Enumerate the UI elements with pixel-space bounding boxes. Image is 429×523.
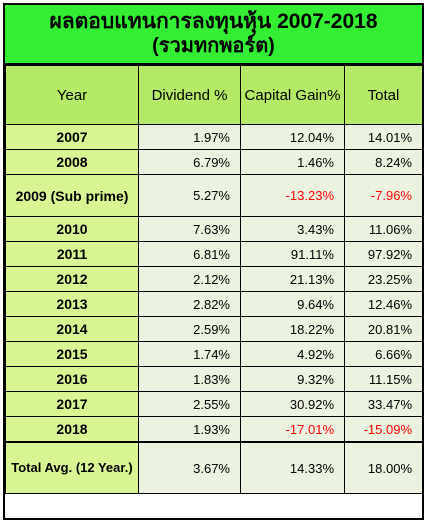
year-cell: 2013 (5, 291, 139, 317)
table-row: 2009 (Sub prime) 5.27% -13.23% -7.96% (5, 174, 423, 217)
table-row: 2011 6.81% 91.11% 97.92% (5, 241, 423, 267)
year-cell: 2008 (5, 149, 139, 175)
year-cell: 2011 (5, 241, 139, 267)
capital-gain-cell: -13.23% (240, 174, 345, 217)
total-cell: 12.46% (344, 291, 423, 317)
title-line-2: (รวมทกพอร์ต) (152, 35, 275, 57)
dividend-cell: 1.74% (138, 341, 241, 367)
capital-gain-cell: 91.11% (240, 241, 345, 267)
table-row: 2012 2.12% 21.13% 23.25% (5, 266, 423, 292)
total-cell: 8.24% (344, 149, 423, 175)
header-capital-gain: Capital Gain% (240, 65, 345, 125)
dividend-cell: 6.81% (138, 241, 241, 267)
table-body: 2007 1.97% 12.04% 14.01% 2008 6.79% 1.46% 8.24%… (5, 124, 423, 494)
total-cell: 11.06% (344, 216, 423, 242)
dividend-cell: 2.59% (138, 316, 241, 342)
header-row: Year Dividend % Capital Gain% Total (5, 65, 423, 125)
dividend-cell: 1.93% (138, 416, 241, 443)
dividend-cell: 1.97% (138, 124, 241, 150)
header-total: Total (344, 65, 423, 125)
total-cell: 20.81% (344, 316, 423, 342)
year-cell: 2009 (Sub prime) (5, 174, 139, 217)
summary-total-cell: 18.00% (344, 441, 423, 494)
table-row: 2013 2.82% 9.64% 12.46% (5, 291, 423, 317)
capital-gain-cell: 1.46% (240, 149, 345, 175)
total-cell: 11.15% (344, 366, 423, 392)
total-cell: 14.01% (344, 124, 423, 150)
year-cell: 2017 (5, 391, 139, 417)
total-cell: 23.25% (344, 266, 423, 292)
capital-gain-cell: 3.43% (240, 216, 345, 242)
table-title: ผลตอบแทนการลงทุนหุ้น 2007-2018 (รวมทกพอร… (5, 5, 422, 65)
table-row: 2007 1.97% 12.04% 14.01% (5, 124, 423, 150)
capital-gain-cell: 12.04% (240, 124, 345, 150)
summary-year-cell: Total Avg. (12 Year.) (5, 441, 139, 494)
total-cell: -15.09% (344, 416, 423, 443)
total-cell: 97.92% (344, 241, 423, 267)
year-cell: 2016 (5, 366, 139, 392)
capital-gain-cell: 9.32% (240, 366, 345, 392)
table-row: 2017 2.55% 30.92% 33.47% (5, 391, 423, 417)
returns-table: Year Dividend % Capital Gain% Total 2007… (5, 65, 423, 494)
dividend-cell: 7.63% (138, 216, 241, 242)
capital-gain-cell: 9.64% (240, 291, 345, 317)
table-row: 2016 1.83% 9.32% 11.15% (5, 366, 423, 392)
table-row: 2015 1.74% 4.92% 6.66% (5, 341, 423, 367)
header-year: Year (5, 65, 139, 125)
total-cell: -7.96% (344, 174, 423, 217)
dividend-cell: 2.55% (138, 391, 241, 417)
capital-gain-cell: -17.01% (240, 416, 345, 443)
year-cell: 2007 (5, 124, 139, 150)
total-cell: 33.47% (344, 391, 423, 417)
dividend-cell: 2.12% (138, 266, 241, 292)
table-row: 2010 7.63% 3.43% 11.06% (5, 216, 423, 242)
title-line-1: ผลตอบแทนการลงทุนหุ้น 2007-2018 (49, 10, 378, 33)
header-dividend: Dividend % (138, 65, 241, 125)
returns-table-panel: ผลตอบแทนการลงทุนหุ้น 2007-2018 (รวมทกพอร… (3, 3, 424, 520)
year-cell: 2012 (5, 266, 139, 292)
summary-capital-gain-cell: 14.33% (240, 441, 345, 494)
year-cell: 2018 (5, 416, 139, 443)
summary-row: Total Avg. (12 Year.) 3.67% 14.33% 18.00… (5, 441, 423, 494)
year-cell: 2014 (5, 316, 139, 342)
dividend-cell: 5.27% (138, 174, 241, 217)
dividend-cell: 2.82% (138, 291, 241, 317)
year-cell: 2010 (5, 216, 139, 242)
total-cell: 6.66% (344, 341, 423, 367)
summary-dividend-cell: 3.67% (138, 441, 241, 494)
capital-gain-cell: 21.13% (240, 266, 345, 292)
capital-gain-cell: 18.22% (240, 316, 345, 342)
table-row: 2018 1.93% -17.01% -15.09% (5, 416, 423, 443)
dividend-cell: 6.79% (138, 149, 241, 175)
capital-gain-cell: 4.92% (240, 341, 345, 367)
capital-gain-cell: 30.92% (240, 391, 345, 417)
year-cell: 2015 (5, 341, 139, 367)
table-row: 2014 2.59% 18.22% 20.81% (5, 316, 423, 342)
dividend-cell: 1.83% (138, 366, 241, 392)
table-row: 2008 6.79% 1.46% 8.24% (5, 149, 423, 175)
